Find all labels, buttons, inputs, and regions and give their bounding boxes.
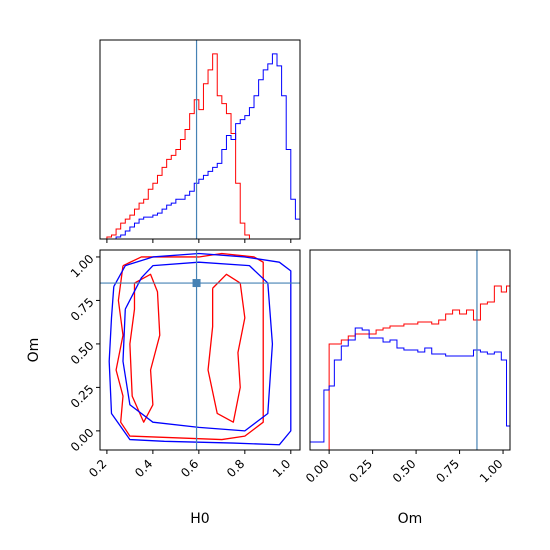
contour-series-1-level-3 <box>207 273 246 423</box>
histogram-om-xtick-label: 0.75 <box>433 457 462 486</box>
histogram-om-series-1 <box>310 285 511 451</box>
histogram-panel-h0 <box>99 39 301 243</box>
contour-series-2-level-1 <box>108 252 292 446</box>
histogram-h0-series-1 <box>100 53 300 240</box>
histogram-om-xtick-label: 0.00 <box>303 457 332 486</box>
histogram-om-xtick-label: 0.25 <box>346 457 375 486</box>
contour-series-1-level-2 <box>129 273 161 423</box>
histogram-om-series-2 <box>309 327 511 450</box>
contour-panel-h0-om: 0.2 0.4 0.6 0.8 1.0 0.00 0.25 0.50 0.75 1.00 <box>68 249 301 480</box>
contour-series-2-level-2 <box>122 261 274 432</box>
contour-xtick-label: 0.2 <box>86 457 109 480</box>
histogram-om-frame <box>309 249 511 451</box>
truth-marker <box>192 279 201 288</box>
xlabel-h0: H0 <box>190 511 209 527</box>
contour-ytick-label: 1.00 <box>68 252 97 281</box>
histogram-h0-series-2 <box>100 53 301 240</box>
contour-ytick-label: 0.00 <box>68 426 97 455</box>
contour-ytick-label: 0.25 <box>68 382 97 411</box>
contour-ytick-label: 0.50 <box>68 339 97 368</box>
xlabel-om: Om <box>398 511 423 527</box>
contour-xtick-label: 0.4 <box>132 457 155 480</box>
contour-xtick-label: 1.0 <box>270 457 293 480</box>
ylabel-om: Om <box>26 338 42 363</box>
contour-xtick-label: 0.6 <box>178 457 201 480</box>
histogram-panel-om: 0.00 0.25 0.50 0.75 1.00 <box>303 249 511 486</box>
contour-ytick-label: 0.75 <box>68 295 97 324</box>
contour-frame <box>99 249 301 451</box>
contour-series-1-level-1 <box>115 252 264 441</box>
histogram-om-xtick-label: 0.50 <box>390 457 419 486</box>
histogram-om-xtick-label: 1.00 <box>477 457 506 486</box>
contour-xtick-label: 0.8 <box>224 457 247 480</box>
histogram-h0-frame <box>99 39 301 240</box>
